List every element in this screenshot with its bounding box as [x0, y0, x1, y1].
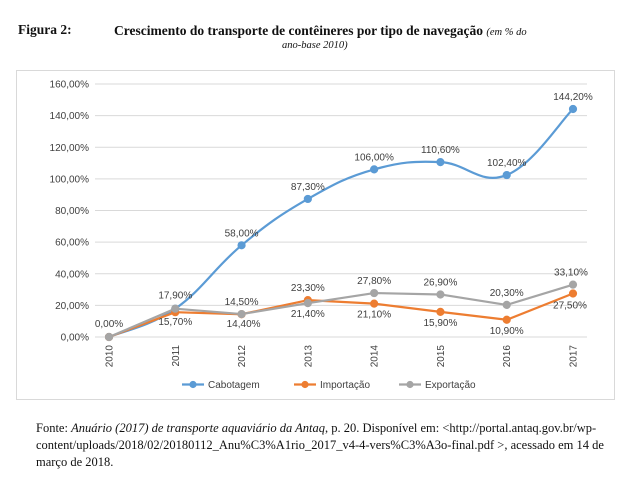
point-exportacao	[237, 309, 246, 319]
data-label-exportacao: 21,40%	[291, 309, 325, 320]
y-tick-label: 40,00%	[55, 269, 89, 280]
data-label-exportacao: 20,30%	[490, 288, 524, 299]
point-exportacao	[171, 304, 180, 313]
figure-title-text: Crescimento do transporte de contêineres…	[114, 23, 483, 38]
data-label-cabotagem: 58,00%	[225, 228, 259, 239]
legend-label-exportacao: Exportação	[425, 380, 476, 391]
point-cabotagem	[303, 194, 312, 204]
y-tick-label: 20,00%	[55, 301, 89, 312]
data-label-importacao: 15,90%	[423, 318, 457, 329]
point-cabotagem	[568, 104, 578, 114]
x-tick-label: 2014	[370, 345, 381, 368]
point-exportacao	[370, 288, 379, 298]
y-tick-label: 120,00%	[50, 143, 90, 154]
point-exportacao	[436, 290, 445, 299]
series-line-importacao	[108, 292, 574, 339]
data-label-importacao: 14,40%	[227, 319, 261, 330]
point-exportacao	[303, 299, 312, 308]
point-importacao	[502, 315, 511, 324]
data-label-cabotagem: 0,00%	[95, 319, 123, 330]
data-label-importacao: 15,70%	[158, 317, 192, 328]
legend-marker-importacao	[301, 380, 309, 389]
data-label-importacao: 10,90%	[490, 326, 524, 337]
y-tick-label: 140,00%	[50, 111, 90, 122]
y-tick-label: 160,00%	[50, 80, 90, 91]
data-label-cabotagem: 144,20%	[553, 92, 593, 103]
figure-title: Crescimento do transporte de contêineres…	[114, 22, 614, 41]
figure-note-part1: (em % do	[486, 27, 527, 38]
point-importacao	[568, 289, 578, 298]
data-label-exportacao: 27,80%	[357, 276, 391, 287]
x-tick-label: 2015	[436, 345, 447, 368]
point-cabotagem	[237, 241, 246, 250]
data-label-cabotagem: 87,30%	[291, 182, 325, 193]
figure-label: Figura 2:	[18, 22, 72, 37]
data-label-exportacao: 14,50%	[225, 297, 259, 308]
figure-note-part2: ano-base 2010)	[282, 40, 348, 51]
point-exportacao	[104, 332, 114, 342]
source-title: Anuário (2017) de transporte aquaviário …	[71, 421, 326, 435]
chart-frame	[16, 70, 615, 400]
data-label-cabotagem: 102,40%	[487, 158, 527, 169]
data-label-importacao: 23,30%	[291, 283, 325, 294]
x-tick-label: 2013	[303, 345, 314, 368]
point-cabotagem	[436, 158, 445, 167]
x-tick-label: 2016	[502, 345, 513, 368]
data-label-exportacao: 33,10%	[554, 268, 588, 279]
point-importacao	[436, 307, 445, 316]
data-label-cabotagem: 17,90%	[158, 291, 192, 302]
data-label-cabotagem: 106,00%	[354, 152, 394, 163]
point-cabotagem	[502, 170, 511, 180]
line-chart: 0,00% 20,00% 40,00% 60,00% 80,00% 100,00% 120,…	[50, 80, 593, 392]
y-tick-label: 60,00%	[55, 238, 89, 249]
point-exportacao	[502, 300, 511, 310]
source-text: , p. 20. Disponível em: <http://portal.a…	[36, 421, 604, 469]
y-tick-label: 80,00%	[55, 206, 89, 217]
point-exportacao	[568, 280, 578, 289]
series-line-exportacao	[108, 283, 574, 339]
data-label-exportacao: 26,90%	[423, 277, 457, 288]
x-tick-label: 2011	[171, 345, 182, 367]
data-label-cabotagem: 110,60%	[421, 145, 460, 156]
legend-label-cabotagem: Cabotagem	[208, 380, 260, 391]
legend-marker-cabotagem	[189, 380, 197, 389]
source-prefix: Fonte:	[36, 421, 72, 435]
y-tick-label: 100,00%	[50, 174, 90, 185]
data-label-importacao: 27,50%	[553, 301, 587, 312]
y-tick-label: 0,00%	[61, 333, 89, 344]
data-label-importacao: 21,10%	[357, 310, 391, 321]
point-importacao	[370, 299, 379, 308]
x-tick-label: 2012	[237, 345, 248, 368]
x-tick-label: 2017	[569, 345, 580, 368]
legend-label-importacao: Importação	[320, 380, 370, 391]
x-tick-label: 2010	[105, 345, 116, 368]
legend-marker-exportacao	[406, 380, 414, 389]
source-note: Fonte: Anuário (2017) de transporte aqua…	[36, 420, 616, 471]
point-cabotagem	[370, 165, 379, 174]
